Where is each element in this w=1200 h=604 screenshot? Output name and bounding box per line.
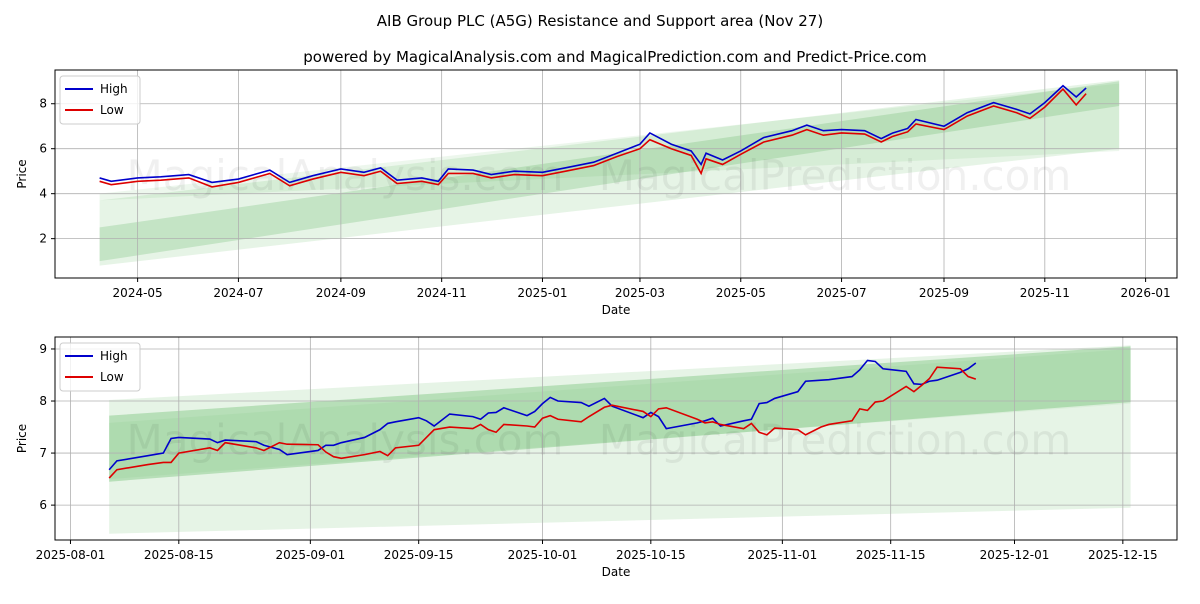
legend-label-low: Low (100, 370, 124, 384)
chart-subtitle: powered by MagicalAnalysis.com and Magic… (303, 48, 927, 66)
watermark: MagicalPrediction.com (599, 151, 1072, 200)
x-tick-label: 2025-09-01 (275, 548, 345, 562)
series-line-high (108, 359, 977, 471)
watermark: MagicalAnalysis.com (127, 416, 564, 465)
top-chart: 2024-05 2024-07 2024-09 2024-11 2025-01 2025-… (15, 69, 1178, 317)
x-tick-label: 2025-03 (615, 286, 665, 300)
x-tick-label: 2025-09-15 (384, 548, 454, 562)
x-tick-label: 2025-09 (919, 286, 969, 300)
watermark: MagicalAnalysis.com (127, 151, 564, 200)
y-tick-label: 4 (39, 187, 47, 201)
legend-label-high: High (100, 349, 128, 363)
chart-title: AIB Group PLC (A5G) Resistance and Suppo… (377, 12, 823, 30)
x-tick-label: 2025-07 (816, 286, 866, 300)
x-tick-label: 2025-12-01 (980, 548, 1050, 562)
x-tick-label: 2025-11-01 (747, 548, 817, 562)
series-line-low (108, 366, 977, 479)
support-resistance-band (99, 81, 1120, 262)
x-tick-label: 2025-10-01 (508, 548, 578, 562)
y-axis-label: Price (15, 159, 29, 188)
legend-label-low: Low (100, 103, 124, 117)
legend-label-high: High (100, 82, 128, 96)
x-tick-label: 2024-11 (417, 286, 467, 300)
x-tick-label: 2025-08-01 (36, 548, 106, 562)
y-tick-label: 6 (39, 142, 47, 156)
y-tick-label: 2 (39, 232, 47, 246)
x-tick-label: 2026-01 (1121, 286, 1171, 300)
legend: High Low (59, 342, 141, 392)
x-tick-label: 2025-10-15 (616, 548, 686, 562)
support-resistance-band (99, 80, 1120, 266)
y-tick-label: 6 (39, 498, 47, 512)
axes-frame (54, 69, 1178, 279)
x-tick-label: 2025-11 (1020, 286, 1070, 300)
x-tick-label: 2024-05 (113, 286, 163, 300)
x-axis-label: Date (602, 303, 631, 317)
support-resistance-band (109, 345, 1131, 534)
x-tick-label: 2025-05 (716, 286, 766, 300)
x-tick-label: 2025-08-15 (144, 548, 214, 562)
x-tick-label: 2025-01 (517, 286, 567, 300)
x-axis-label: Date (602, 565, 631, 579)
x-tick-label: 2024-09 (316, 286, 366, 300)
legend: High Low (59, 75, 141, 125)
x-tick-label: 2025-12-15 (1088, 548, 1158, 562)
x-tick-label: 2024-07 (213, 286, 263, 300)
y-tick-label: 7 (39, 446, 47, 460)
y-tick-label: 8 (39, 394, 47, 408)
x-tick-label: 2025-11-15 (856, 548, 926, 562)
support-resistance-band (109, 348, 1131, 480)
bottom-chart: 2025-08-01 2025-08-15 2025-09-01 2025-09-15… (15, 336, 1178, 579)
series-line-high (99, 84, 1087, 184)
axes-frame (54, 336, 1178, 541)
y-axis-label: Price (15, 424, 29, 453)
y-tick-label: 9 (39, 342, 47, 356)
y-tick-label: 8 (39, 97, 47, 111)
series-line-low (99, 87, 1087, 188)
support-resistance-band (109, 346, 1131, 482)
